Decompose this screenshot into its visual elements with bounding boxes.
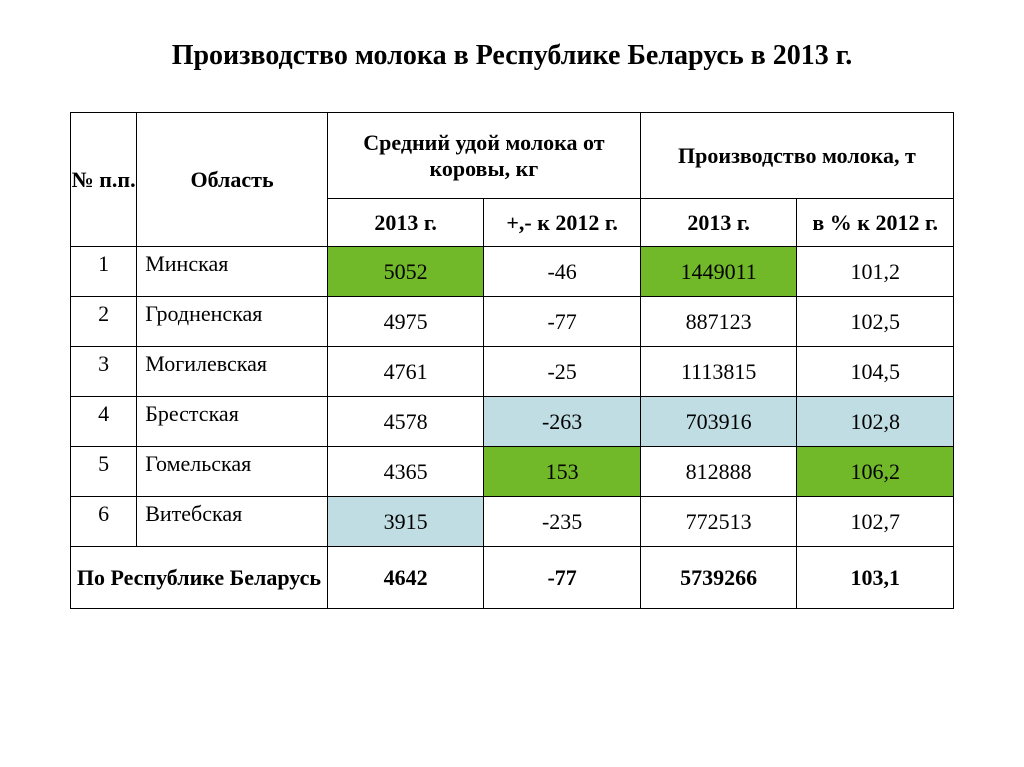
cell-prod-2013: 703916: [640, 397, 797, 447]
col-header-yield-delta: +,- к 2012 г.: [484, 199, 641, 247]
row-region: Минская: [137, 247, 328, 297]
cell-yield-2013: 4365: [327, 447, 484, 497]
row-num: 2: [71, 297, 137, 347]
row-region: Брестская: [137, 397, 328, 447]
cell-prod-2013: 812888: [640, 447, 797, 497]
total-prod-2013: 5739266: [640, 547, 797, 609]
data-table: № п.п. Область Средний удой молока от ко…: [70, 112, 954, 609]
row-region: Могилевская: [137, 347, 328, 397]
cell-yield-2013: 4578: [327, 397, 484, 447]
cell-prod-pct: 104,5: [797, 347, 954, 397]
col-header-prod-group: Производство молока, т: [640, 113, 953, 199]
cell-yield-delta: -25: [484, 347, 641, 397]
table-row: 6Витебская3915-235772513102,7: [71, 497, 954, 547]
row-num: 1: [71, 247, 137, 297]
page-title: Производство молока в Республике Беларус…: [70, 40, 954, 72]
table-row: 3Могилевская4761-251113815104,5: [71, 347, 954, 397]
row-region: Гродненская: [137, 297, 328, 347]
total-yield-delta: -77: [484, 547, 641, 609]
col-header-region: Область: [137, 113, 328, 247]
row-region: Витебская: [137, 497, 328, 547]
row-num: 4: [71, 397, 137, 447]
cell-yield-2013: 3915: [327, 497, 484, 547]
cell-yield-2013: 4761: [327, 347, 484, 397]
table-total-row: По Республике Беларусь4642-775739266103,…: [71, 547, 954, 609]
cell-yield-2013: 4975: [327, 297, 484, 347]
cell-yield-2013: 5052: [327, 247, 484, 297]
total-label: По Республике Беларусь: [71, 547, 328, 609]
cell-prod-pct: 102,5: [797, 297, 954, 347]
cell-prod-pct: 101,2: [797, 247, 954, 297]
col-header-num: № п.п.: [71, 113, 137, 247]
col-header-yield-2013: 2013 г.: [327, 199, 484, 247]
row-region: Гомельская: [137, 447, 328, 497]
cell-prod-pct: 106,2: [797, 447, 954, 497]
cell-yield-delta: -77: [484, 297, 641, 347]
total-prod-pct: 103,1: [797, 547, 954, 609]
col-header-yield-group: Средний удой молока от коровы, кг: [327, 113, 640, 199]
cell-yield-delta: -263: [484, 397, 641, 447]
table-row: 2Гродненская4975-77887123102,5: [71, 297, 954, 347]
cell-yield-delta: 153: [484, 447, 641, 497]
row-num: 6: [71, 497, 137, 547]
cell-prod-pct: 102,8: [797, 397, 954, 447]
table-row: 4Брестская4578-263703916102,8: [71, 397, 954, 447]
row-num: 3: [71, 347, 137, 397]
cell-prod-2013: 1113815: [640, 347, 797, 397]
col-header-prod-pct: в % к 2012 г.: [797, 199, 954, 247]
row-num: 5: [71, 447, 137, 497]
cell-prod-2013: 1449011: [640, 247, 797, 297]
page: Производство молока в Республике Беларус…: [0, 0, 1024, 649]
cell-prod-pct: 102,7: [797, 497, 954, 547]
cell-prod-2013: 772513: [640, 497, 797, 547]
table-row: 5Гомельская4365153812888106,2: [71, 447, 954, 497]
total-yield-2013: 4642: [327, 547, 484, 609]
col-header-prod-2013: 2013 г.: [640, 199, 797, 247]
cell-yield-delta: -235: [484, 497, 641, 547]
cell-prod-2013: 887123: [640, 297, 797, 347]
cell-yield-delta: -46: [484, 247, 641, 297]
table-row: 1Минская5052-461449011101,2: [71, 247, 954, 297]
